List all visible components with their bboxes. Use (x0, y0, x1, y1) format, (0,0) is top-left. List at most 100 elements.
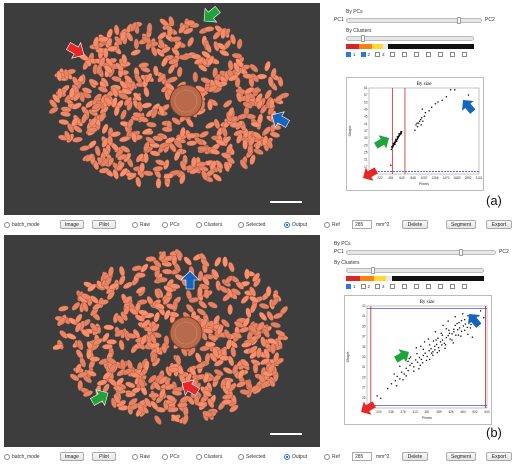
rice-grain (108, 282, 119, 290)
size-scatter-plot[interactable]: By size522245164084810571266147016831892… (346, 77, 484, 191)
scatter-point (456, 322, 458, 325)
cluster-checkbox-7[interactable] (425, 52, 431, 57)
image-button[interactable]: Image (60, 220, 84, 229)
export-button[interactable]: Export (486, 220, 512, 229)
ref-radio[interactable]: Ref (324, 221, 340, 228)
selected-label: Selected (246, 453, 266, 460)
scatter-point (467, 94, 470, 96)
batch-mode-radio[interactable]: batch_mode (4, 221, 40, 228)
scatter-point (467, 314, 469, 317)
scatter-point (418, 120, 421, 123)
y-tick-label: 31 (362, 365, 366, 369)
pilot-button[interactable]: Pilot (92, 452, 116, 461)
cluster-checkbox-9[interactable] (449, 52, 455, 57)
delete-button[interactable]: Delete (402, 452, 428, 461)
scatter-point (422, 348, 425, 350)
cluster-checkbox-4[interactable] (389, 284, 395, 289)
delete-button[interactable]: Delete (402, 220, 428, 229)
rice-grain (195, 362, 206, 370)
rice-grain (113, 393, 121, 404)
rice-grain (163, 173, 174, 180)
scatter-point (437, 337, 439, 339)
cluster-checkbox-6[interactable] (413, 284, 419, 289)
pc1-label: PC1 (334, 17, 344, 23)
rice-grain (252, 362, 259, 374)
scatter-point (470, 323, 472, 326)
clusters-radio[interactable]: Clusters (196, 453, 222, 460)
ref-area-input[interactable]: 285 (352, 452, 372, 461)
sample-image[interactable] (4, 235, 320, 447)
raw-label: Raw (140, 221, 151, 228)
rice-grain (201, 389, 212, 397)
cluster-checkbox-4[interactable] (389, 52, 395, 57)
cluster-checkbox-3[interactable] (375, 52, 381, 57)
cluster-checkbox-8[interactable] (437, 52, 443, 57)
scatter-point (393, 373, 395, 375)
pc-slider-thumb[interactable] (459, 249, 463, 256)
pc-slider-thumb[interactable] (457, 17, 461, 24)
cluster-checkbox-1[interactable] (346, 284, 351, 289)
scatter-point (407, 369, 409, 372)
rice-grain (167, 406, 179, 413)
rice-grain (269, 131, 281, 138)
selected-radio[interactable]: Selected (238, 221, 265, 228)
clusters-radio[interactable]: Clusters (196, 221, 222, 228)
export-button[interactable]: Export (486, 452, 512, 461)
cluster-checkbox-5[interactable] (401, 52, 407, 57)
y-tick-label: 35 (362, 345, 366, 349)
grain-canvas (48, 5, 302, 203)
rice-grain (71, 302, 81, 311)
rice-grain (188, 297, 200, 303)
cluster-checkbox-1[interactable] (346, 52, 351, 57)
cluster-checkbox-10[interactable] (461, 284, 467, 289)
rice-grain (227, 107, 235, 118)
cluster-checkbox-3[interactable] (375, 284, 381, 289)
pcs-radio[interactable]: PCs (162, 221, 179, 228)
cluster-checkbox-9[interactable] (449, 284, 455, 289)
rice-grain (119, 167, 128, 177)
batch-mode-radio[interactable]: batch_mode (4, 453, 40, 460)
cluster-checkbox-2[interactable] (360, 284, 366, 289)
cluster-slider-thumb[interactable] (371, 267, 375, 274)
scatter-point (418, 356, 421, 359)
output-radio[interactable]: Output (284, 453, 307, 460)
cluster-checkbox-6[interactable] (413, 52, 419, 57)
coin-reference (169, 84, 203, 118)
cluster-checkbox-8[interactable] (437, 284, 443, 289)
output-radio[interactable]: Output (284, 221, 307, 228)
scatter-point (413, 365, 415, 368)
rice-grain (227, 60, 234, 71)
rice-grain (146, 22, 153, 34)
pc-slider[interactable] (346, 249, 496, 256)
y-tick-label: 57 (364, 93, 368, 97)
rice-grain (91, 102, 102, 110)
raw-radio[interactable]: Raw (132, 221, 151, 228)
pcs-radio[interactable]: PCs (162, 453, 179, 460)
cluster-checkbox-7[interactable] (425, 284, 431, 289)
pilot-button[interactable]: Pilot (92, 220, 116, 229)
rice-grain (184, 19, 195, 26)
size-scatter-plot[interactable]: By size163200238276313351389426464502540… (344, 295, 492, 425)
segment-button[interactable]: Segment (446, 452, 476, 461)
rice-grain (213, 315, 220, 326)
cluster-slider[interactable] (346, 35, 474, 42)
ref-area-input[interactable]: 285 (352, 220, 372, 229)
selected-radio[interactable]: Selected (238, 453, 266, 460)
cluster-checkbox-5[interactable] (401, 284, 407, 289)
cluster-slider-thumb[interactable] (361, 35, 365, 42)
scatter-point (439, 341, 442, 343)
ref-radio[interactable]: Ref (324, 453, 340, 460)
scatter-point (460, 330, 463, 333)
cluster-checkbox-2[interactable] (360, 52, 366, 57)
cluster-slider[interactable] (346, 267, 484, 274)
cluster-checkbox-10[interactable] (461, 52, 467, 57)
image-button[interactable]: Image (60, 452, 84, 461)
segment-button[interactable]: Segment (446, 220, 476, 229)
pc-slider[interactable] (346, 17, 482, 24)
sample-image[interactable] (4, 3, 320, 215)
raw-radio[interactable]: Raw (132, 453, 150, 460)
rice-grain (157, 277, 168, 283)
annotation-arrow-icon (468, 314, 482, 328)
rice-grain (228, 74, 239, 82)
scatter-point (428, 110, 430, 112)
